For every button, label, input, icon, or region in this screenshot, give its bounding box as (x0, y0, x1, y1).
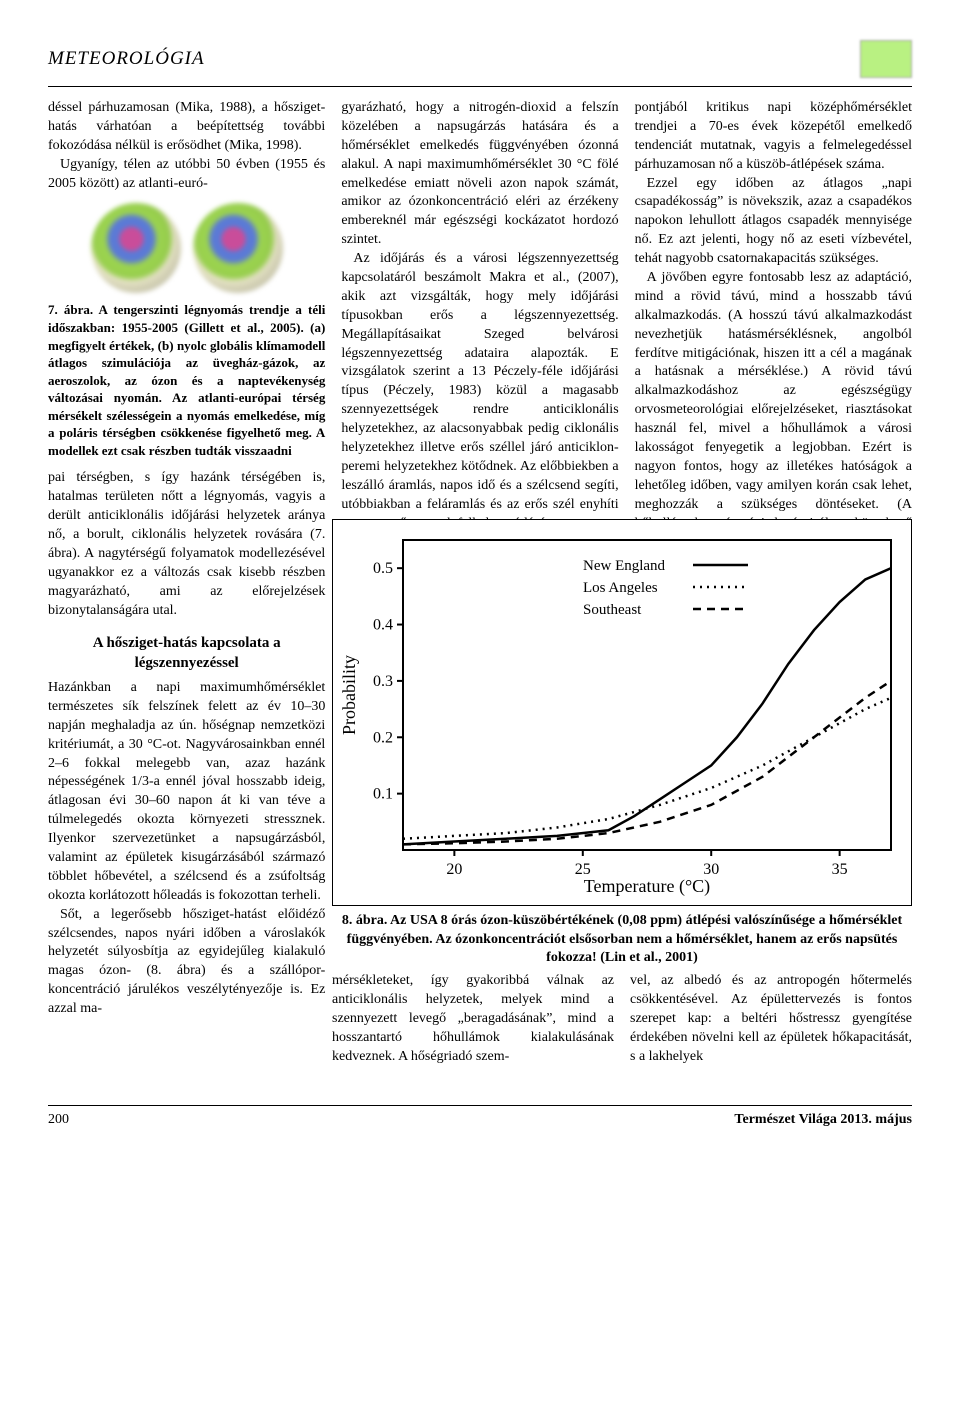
c3-p2: Ezzel egy időben az átlagos „napi csapad… (635, 175, 912, 269)
figure-7-caption: 7. ábra. A tengerszinti légnyomás trendj… (48, 301, 325, 459)
footer: 200 Természet Világa 2013. május (48, 1105, 912, 1128)
chart-svg: 0.10.20.30.40.520253035ProbabilityTemper… (333, 520, 911, 900)
svg-text:Temperature (°C): Temperature (°C) (584, 876, 710, 897)
figure-7 (48, 203, 325, 293)
content: déssel párhuzamosan (Mika, 1988), a hősz… (48, 99, 912, 1087)
column-1: déssel párhuzamosan (Mika, 1988), a hősz… (48, 99, 325, 1087)
svg-text:Los Angeles: Los Angeles (583, 580, 658, 596)
publication: Természet Világa 2013. május (734, 1112, 912, 1128)
c3-p3: A jövőben egyre fontosabb lesz az adaptá… (635, 269, 912, 552)
svg-text:0.3: 0.3 (373, 673, 393, 690)
svg-text:0.4: 0.4 (373, 616, 393, 633)
c2-p1: gyarázható, hogy a nitrogén-dioxid a fel… (341, 99, 618, 250)
globe-a (91, 203, 181, 293)
svg-text:35: 35 (832, 861, 848, 878)
subhead-1: A hősziget-hatás kapcsolata a légszennye… (48, 633, 325, 674)
svg-text:0.2: 0.2 (373, 729, 393, 746)
header-badge (860, 40, 912, 78)
header: METEOROLÓGIA (48, 40, 912, 78)
chart-box: 0.10.20.30.40.520253035ProbabilityTemper… (332, 519, 912, 906)
figure-8-caption: 8. ábra. Az USA 8 órás ózon-küszöbértéké… (332, 912, 912, 969)
svg-text:Southeast: Southeast (583, 602, 642, 618)
divider (48, 86, 912, 87)
lower-right: vel, az albedó és az antropogén hőtermel… (630, 972, 912, 1066)
globe-b (193, 203, 283, 293)
svg-text:New England: New England (583, 558, 666, 574)
c1-p5: Sőt, a legerősebb hősziget-hatást előidé… (48, 906, 325, 1019)
lower-left: mérsékleteket, így gyakoribbá válnak az … (332, 972, 614, 1066)
svg-text:0.1: 0.1 (373, 785, 393, 802)
c1-p4: Hazánkban a napi maximumhőmérséklet term… (48, 679, 325, 906)
svg-text:0.5: 0.5 (373, 560, 393, 577)
svg-text:Probability: Probability (339, 655, 359, 735)
c1-p3: pai térségben, s így hazánk térségében i… (48, 469, 325, 620)
section-title: METEOROLÓGIA (48, 48, 205, 70)
c1-p1: déssel párhuzamosan (Mika, 1988), a hősz… (48, 99, 325, 156)
c2-p2: Az időjárás és a városi légszennyezettsé… (341, 250, 618, 533)
page-number: 200 (48, 1112, 69, 1128)
svg-text:20: 20 (446, 861, 462, 878)
page: METEOROLÓGIA déssel párhuzamosan (Mika, … (0, 0, 960, 1158)
globe-pair (48, 203, 325, 293)
figure-8-wrap: 0.10.20.30.40.520253035ProbabilityTemper… (332, 519, 912, 1067)
c1-p2: Ugyanígy, télen az utóbbi 50 évben (1955… (48, 156, 325, 194)
lower-columns: mérsékleteket, így gyakoribbá válnak az … (332, 972, 912, 1066)
c3-p1: pontjából kritikus napi középhőmérséklet… (635, 99, 912, 175)
